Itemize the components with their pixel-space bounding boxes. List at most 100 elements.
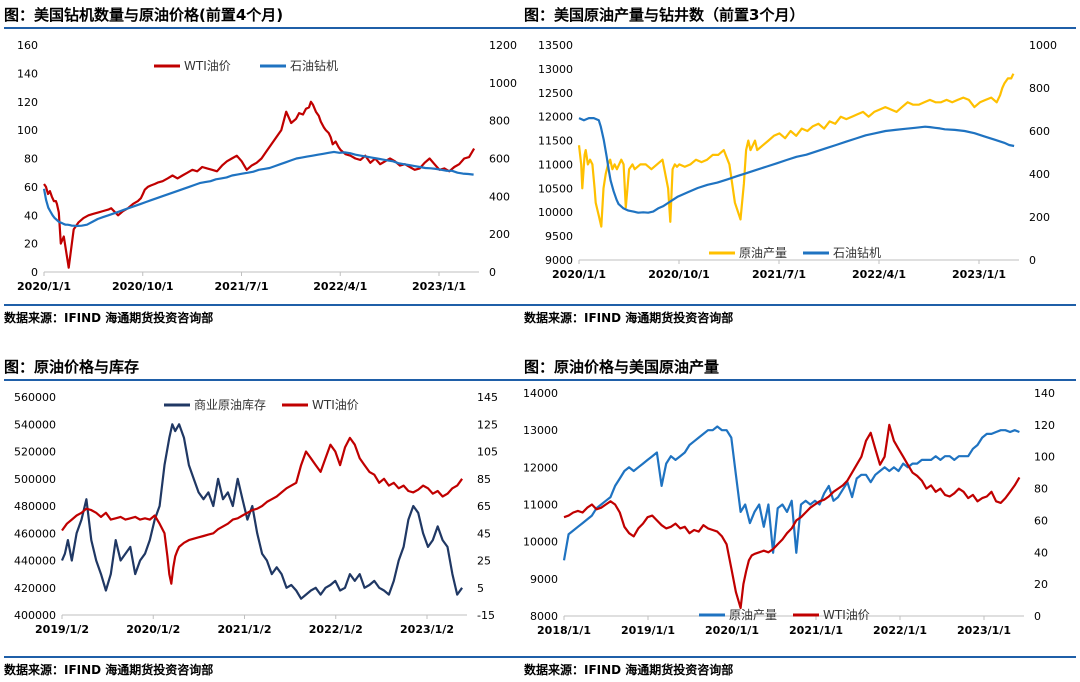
y-right-tick-label: 800 <box>1029 82 1050 95</box>
legend-label: 原油产量 <box>729 608 777 622</box>
y-right-tick-label: 85 <box>477 473 491 486</box>
y-right-tick-label: 65 <box>477 500 491 513</box>
y-right-tick-label: 145 <box>477 391 498 404</box>
source-rule <box>524 656 1076 658</box>
y-left-tick-label: 140 <box>17 67 38 80</box>
y-left-tick-label: 12500 <box>538 87 573 100</box>
panel-title: 图：原油价格与库存 <box>4 358 140 376</box>
y-left-tick-label: 9500 <box>545 230 573 243</box>
x-tick-label: 2020/1/1 <box>552 268 606 281</box>
x-tick-label: 2021/7/1 <box>215 280 269 293</box>
x-tick-label: 2020/1/2 <box>126 623 180 636</box>
series-line <box>61 436 463 585</box>
title-rule <box>524 27 1076 29</box>
chart-price-vs-inventory: 400000 420000 440000 460000 480000 500000 5200… <box>14 391 498 636</box>
y-right-tick-label: 45 <box>477 527 491 540</box>
source-note: 数据来源：IFIND 海通期货投资咨询部 <box>524 663 734 677</box>
chart-price-vs-production: 8000 9000 10000 11000 12000 13000 14000 0 20 40 60… <box>523 387 1055 637</box>
y-right-tick-label: 0 <box>1029 254 1036 267</box>
x-tick-label: 2021/7/1 <box>752 268 806 281</box>
title-rule <box>4 27 524 29</box>
y-left-tick-label: 13000 <box>538 63 573 76</box>
x-tick-label: 2019/1/2 <box>35 623 89 636</box>
y-right-tick-label: 1000 <box>489 77 517 90</box>
x-tick-label: 2022/1/1 <box>873 624 927 637</box>
x-tick-label: 2020/10/1 <box>112 280 174 293</box>
x-tick-label: 2021/1/1 <box>789 624 843 637</box>
y-left-tick-label: 9000 <box>530 573 558 586</box>
panel-title: 图：原油价格与美国原油产量 <box>524 358 720 376</box>
y-left-tick-label: 10000 <box>538 206 573 219</box>
y-left-tick-label: 520000 <box>14 446 56 459</box>
x-tick-label: 2022/4/1 <box>852 268 906 281</box>
y-right-tick-label: 125 <box>477 418 498 431</box>
y-left-tick-label: 160 <box>17 39 38 52</box>
x-tick-label: 2020/10/1 <box>648 268 710 281</box>
series-line <box>562 425 1020 561</box>
y-left-tick-label: 420000 <box>14 582 56 595</box>
legend-label: 石油钻机 <box>290 58 338 73</box>
legend-label: 商业原油库存 <box>194 397 266 412</box>
y-right-tick-label: 60 <box>1034 514 1048 527</box>
x-tick-label: 2023/1/1 <box>952 268 1006 281</box>
y-right-tick-label: 200 <box>1029 211 1050 224</box>
legend-label: WTI油价 <box>184 59 231 73</box>
legend-label: WTI油价 <box>312 398 359 412</box>
series-line <box>43 100 476 269</box>
y-right-tick-label: 80 <box>1034 483 1048 496</box>
y-right-tick-label: 25 <box>477 555 491 568</box>
y-right-tick-label: 200 <box>489 228 510 241</box>
y-right-tick-label: 400 <box>1029 168 1050 181</box>
panel-production-vs-rigs: 图：美国原油产量与钻井数（前置3个月） 9000 9500 10000 10500 11… <box>524 4 1076 329</box>
x-tick-label: 2023/1/2 <box>400 623 454 636</box>
y-left-tick-label: 400000 <box>14 609 56 622</box>
y-left-tick-label: 9000 <box>545 254 573 267</box>
y-left-tick-label: 12000 <box>538 111 573 124</box>
source-rule <box>4 656 524 658</box>
source-note: 数据来源：IFIND 海通期货投资咨询部 <box>4 663 214 677</box>
y-right-tick-label: 5 <box>477 582 484 595</box>
x-tick-label: 2022/4/1 <box>313 280 367 293</box>
y-right-tick-label: 120 <box>1034 419 1055 432</box>
y-left-tick-label: 8000 <box>530 610 558 623</box>
source-note: 数据来源：IFIND 海通期货投资咨询部 <box>524 311 734 325</box>
panel-price-vs-inventory: 图：原油价格与库存 400000 420000 440000 460000 480000… <box>4 356 524 681</box>
x-tick-label: 2023/1/1 <box>412 280 466 293</box>
source-rule <box>524 304 1076 306</box>
y-left-tick-label: 480000 <box>14 500 56 513</box>
panel-rig-count-vs-oil-price: 图：美国钻机数量与原油价格(前置4个月) 0 20 40 60 80 100 120 140 1… <box>4 4 524 329</box>
source-note: 数据来源：IFIND 海通期货投资咨询部 <box>4 311 214 325</box>
y-right-tick-label: 0 <box>489 266 496 279</box>
y-left-tick-label: 100 <box>17 124 38 137</box>
panel-title: 图：美国原油产量与钻井数（前置3个月） <box>524 6 805 24</box>
y-left-tick-label: 10500 <box>538 182 573 195</box>
title-rule <box>4 379 524 381</box>
series-line <box>60 423 463 600</box>
y-right-tick-label: 20 <box>1034 578 1048 591</box>
series-line <box>578 117 1015 214</box>
series-line <box>563 423 1021 610</box>
y-right-tick-label: 100 <box>1034 451 1055 464</box>
y-left-tick-label: 13500 <box>538 39 573 52</box>
y-left-tick-label: 40 <box>24 209 38 222</box>
y-left-tick-label: 560000 <box>14 391 56 404</box>
title-rule <box>524 379 1076 381</box>
y-left-tick-label: 540000 <box>14 418 56 431</box>
x-tick-label: 2020/1/1 <box>705 624 759 637</box>
y-right-tick-label: 1200 <box>489 39 517 52</box>
legend-label: 原油产量 <box>739 246 787 260</box>
y-right-tick-label: 800 <box>489 115 510 128</box>
panel-title: 图：美国钻机数量与原油价格(前置4个月) <box>4 6 284 24</box>
x-tick-label: 2021/1/2 <box>218 623 272 636</box>
y-right-tick-label: -15 <box>477 609 495 622</box>
y-left-tick-label: 500000 <box>14 473 56 486</box>
y-left-tick-label: 0 <box>31 266 38 279</box>
y-left-tick-label: 20 <box>24 238 38 251</box>
x-tick-label: 2018/1/1 <box>537 624 591 637</box>
x-tick-label: 2020/1/1 <box>17 280 71 293</box>
panel-price-vs-production: 图：原油价格与美国原油产量 8000 9000 10000 11000 12000 130… <box>523 356 1076 681</box>
y-right-tick-label: 600 <box>1029 125 1050 138</box>
x-tick-label: 2019/1/1 <box>621 624 675 637</box>
y-right-tick-label: 140 <box>1034 387 1055 400</box>
y-left-tick-label: 13000 <box>523 424 558 437</box>
